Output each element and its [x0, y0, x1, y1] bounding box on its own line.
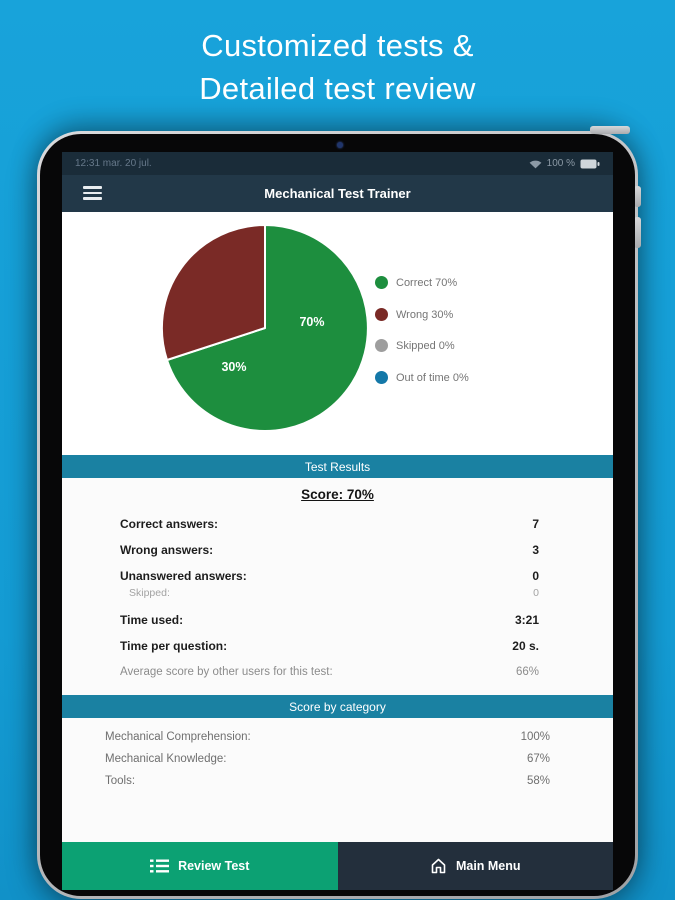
review-test-button[interactable]: Review Test	[62, 842, 338, 890]
results-pie-chart: 70% 30% Correct 70% Wrong 30%	[62, 212, 613, 455]
review-test-label: Review Test	[178, 859, 250, 873]
result-row-skipped: Skipped: 0	[62, 585, 613, 601]
power-button	[590, 126, 630, 134]
result-row-unanswered: Unanswered answers: 0	[62, 563, 613, 589]
pie-slice-correct	[166, 224, 369, 432]
tablet-device-frame: 12:31 mar. 20 jul. 100 % Mech	[37, 126, 641, 899]
row-value: 3	[532, 543, 539, 557]
result-row-wrong: Wrong answers: 3	[62, 537, 613, 563]
main-menu-button[interactable]: Main Menu	[337, 842, 613, 890]
category-row-tools: Tools: 58%	[62, 770, 613, 792]
pie-label-correct: 70%	[299, 315, 325, 329]
score-by-category-header: Score by category	[62, 695, 613, 718]
row-label: Tools:	[105, 775, 136, 787]
legend-marker-wrong-icon	[375, 308, 388, 321]
legend-label: Skipped 0%	[396, 339, 455, 352]
result-row-correct: Correct answers: 7	[62, 511, 613, 537]
test-results-header: Test Results	[62, 455, 613, 478]
page-title: Customized tests & Detailed test review	[0, 24, 675, 110]
row-value: 7	[532, 517, 539, 531]
row-label: Wrong answers:	[120, 543, 214, 557]
home-icon	[431, 858, 446, 874]
result-row-time-per-question: Time per question: 20 s.	[62, 633, 613, 659]
page-title-line1: Customized tests &	[201, 28, 474, 63]
legend-label: Correct 70%	[396, 276, 458, 289]
row-label: Average score by other users for this te…	[120, 666, 333, 678]
volume-up-button	[634, 186, 641, 207]
legend-marker-out-of-time-icon	[375, 371, 388, 384]
row-label: Skipped:	[129, 587, 170, 599]
row-label: Mechanical Comprehension:	[105, 731, 251, 743]
footer-button-bar: Review Test Main Menu	[62, 842, 613, 890]
status-bar: 12:31 mar. 20 jul. 100 %	[62, 152, 613, 175]
row-label: Mechanical Knowledge:	[105, 753, 227, 765]
row-value: 58%	[526, 775, 550, 787]
row-label: Time used:	[120, 613, 184, 627]
legend-label: Out of time 0%	[396, 371, 469, 384]
row-value: 67%	[526, 753, 550, 765]
page-title-line2: Detailed test review	[199, 71, 476, 106]
score-text: Score: 70%	[301, 487, 374, 502]
volume-down-button	[634, 217, 641, 248]
row-value: 20 s.	[512, 639, 539, 653]
app-bar-title: Mechanical Test Trainer	[264, 186, 411, 201]
legend-label: Wrong 30%	[396, 308, 454, 321]
result-row-average-score: Average score by other users for this te…	[62, 659, 613, 685]
main-menu-label: Main Menu	[455, 859, 521, 873]
pie-label-wrong: 30%	[221, 360, 247, 374]
legend-item-wrong: Wrong 30%	[375, 308, 453, 321]
row-label: Unanswered answers:	[120, 569, 247, 583]
row-value: 3:21	[514, 613, 539, 627]
tablet-bezel: 12:31 mar. 20 jul. 100 % Mech	[40, 134, 635, 896]
row-label: Time per question:	[120, 639, 228, 653]
legend-item-out-of-time: Out of time 0%	[375, 371, 469, 384]
row-value: 0	[533, 587, 539, 599]
list-icon	[150, 859, 170, 873]
categories-section: Mechanical Comprehension: 100% Mechanica…	[62, 718, 613, 792]
legend-marker-skipped-icon	[375, 339, 388, 352]
result-row-time-used: Time used: 3:21	[62, 607, 613, 633]
app-bar: Mechanical Test Trainer	[62, 175, 613, 212]
legend-item-correct: Correct 70%	[375, 276, 457, 289]
menu-hamburger-icon[interactable]	[83, 186, 102, 200]
row-value: 66%	[515, 666, 539, 678]
row-value: 100%	[520, 731, 550, 743]
battery-icon	[580, 159, 600, 168]
legend-item-skipped: Skipped 0%	[375, 339, 455, 352]
battery-percent: 100 %	[546, 158, 575, 169]
status-time-date: 12:31 mar. 20 jul.	[75, 158, 152, 169]
category-row-knowledge: Mechanical Knowledge: 67%	[62, 748, 613, 770]
row-value: 0	[532, 569, 539, 583]
category-row-comprehension: Mechanical Comprehension: 100%	[62, 726, 613, 748]
legend-marker-correct-icon	[375, 276, 388, 289]
front-camera	[337, 142, 343, 148]
pie-chart-svg	[160, 224, 369, 432]
pie-slice-wrong	[160, 224, 266, 361]
app-screen: 12:31 mar. 20 jul. 100 % Mech	[62, 152, 613, 890]
wifi-icon	[529, 160, 542, 168]
results-section: Score: 70% Correct answers: 7 Wrong answ…	[62, 478, 613, 695]
row-label: Correct answers:	[120, 517, 219, 531]
